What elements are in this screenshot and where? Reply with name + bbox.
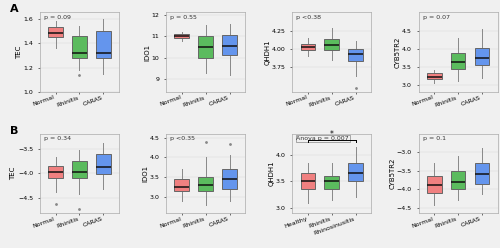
Bar	[348, 163, 363, 181]
Text: A: A	[10, 4, 18, 14]
Y-axis label: TEC: TEC	[16, 46, 22, 59]
Bar	[324, 39, 340, 50]
Bar	[324, 176, 340, 189]
Y-axis label: TEC: TEC	[10, 167, 16, 180]
Y-axis label: QHDH1: QHDH1	[264, 39, 270, 65]
Text: p = 0.1: p = 0.1	[422, 136, 446, 141]
Bar	[426, 176, 442, 193]
Bar	[72, 161, 87, 178]
Y-axis label: CYB5TR2: CYB5TR2	[394, 36, 400, 68]
Y-axis label: IDO1: IDO1	[142, 165, 148, 182]
Bar	[300, 173, 316, 189]
Y-axis label: QHDH1: QHDH1	[268, 161, 274, 186]
Bar	[96, 31, 111, 58]
Text: Anova p = 0.007: Anova p = 0.007	[296, 136, 349, 141]
Text: p = 0.09: p = 0.09	[44, 15, 71, 20]
Text: p = 0.55: p = 0.55	[170, 15, 197, 20]
Text: p <0.38: p <0.38	[296, 15, 322, 20]
Bar	[174, 34, 189, 38]
Bar	[348, 49, 363, 61]
Bar	[48, 27, 63, 37]
Text: p <0.35: p <0.35	[170, 136, 195, 141]
Bar	[174, 179, 189, 191]
Bar	[450, 53, 466, 68]
Bar	[300, 44, 316, 50]
Text: p = 0.07: p = 0.07	[422, 15, 450, 20]
Y-axis label: IDO1: IDO1	[144, 44, 150, 61]
Bar	[48, 166, 63, 178]
Y-axis label: CYB5TR2: CYB5TR2	[389, 158, 395, 189]
Bar	[426, 73, 442, 79]
Text: p = 0.34: p = 0.34	[44, 136, 71, 141]
Text: *: *	[330, 130, 334, 139]
Bar	[72, 36, 87, 58]
Text: B: B	[10, 125, 18, 136]
Bar	[474, 163, 490, 184]
Bar	[450, 171, 466, 189]
Bar	[222, 35, 237, 56]
Bar	[222, 169, 237, 189]
Bar	[198, 177, 213, 191]
Bar	[198, 36, 213, 58]
Bar	[96, 155, 111, 174]
Bar	[474, 48, 490, 65]
